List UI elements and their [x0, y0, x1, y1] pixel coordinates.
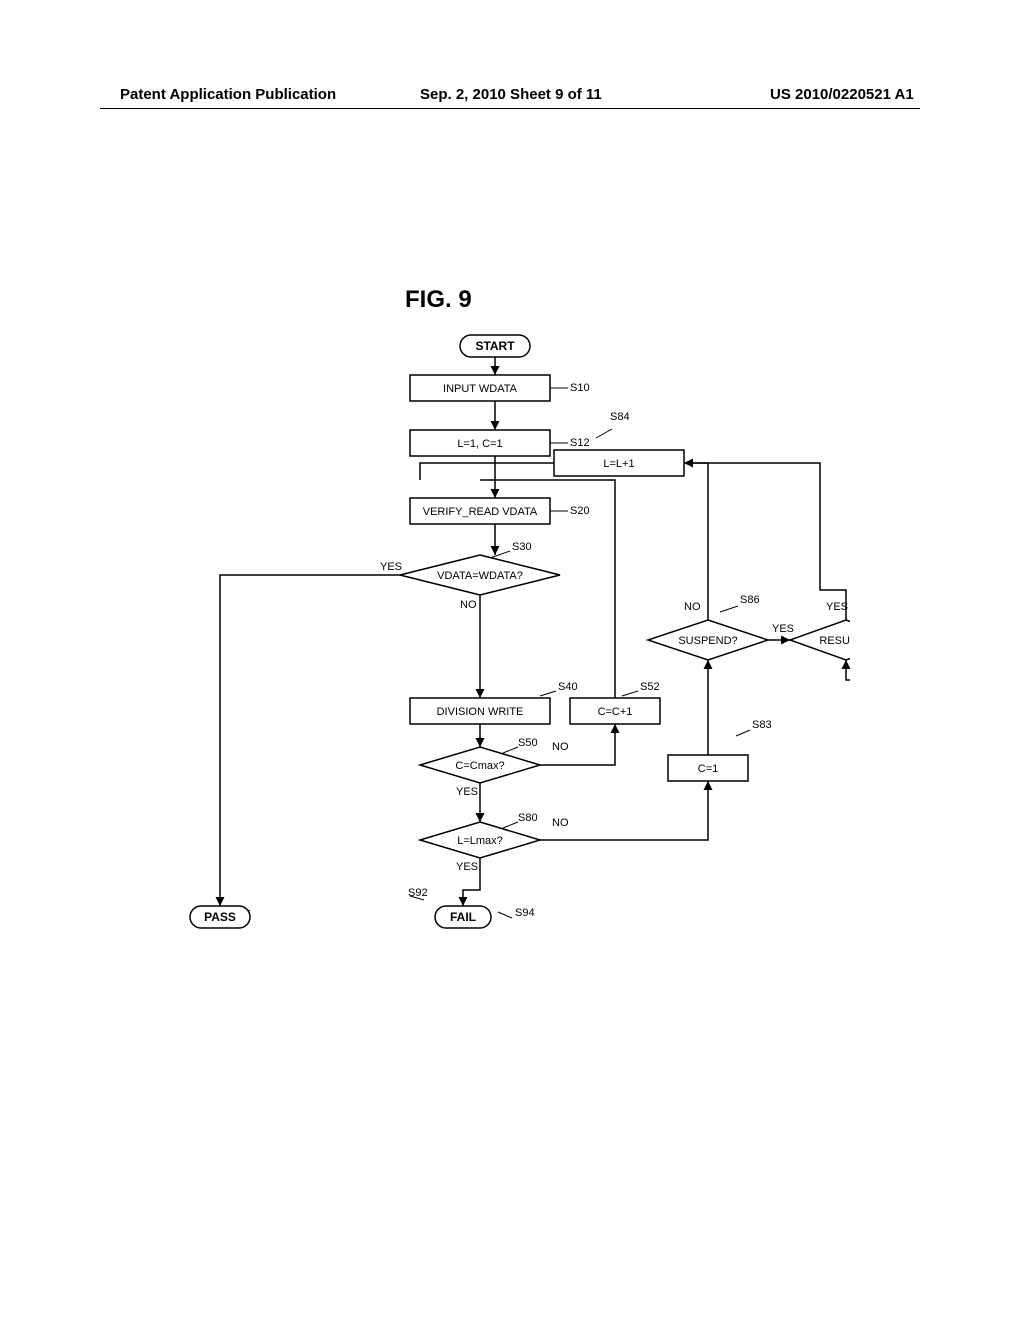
- edge: [420, 463, 554, 480]
- leader-line: [490, 551, 510, 558]
- box-s10-label: INPUT WDATA: [443, 383, 518, 395]
- diamond-s80-label: L=Lmax?: [457, 835, 503, 847]
- header-mid: Sep. 2, 2010 Sheet 9 of 11: [420, 86, 602, 103]
- box-s40-label: DIVISION WRITE: [437, 706, 524, 718]
- header-rule: [100, 108, 920, 109]
- branch-s88_yes: YES: [826, 601, 848, 613]
- box-s12-label: L=1, C=1: [457, 438, 502, 450]
- step-label-s12: S12: [570, 437, 590, 449]
- leader-line: [503, 822, 518, 828]
- branch-s80_yes: YES: [456, 861, 478, 873]
- edge: [540, 781, 708, 840]
- diamond-s30-label: VDATA=WDATA?: [437, 570, 523, 582]
- leader-line: [540, 691, 556, 696]
- box-s20-label: VERIFY_READ VDATA: [423, 506, 538, 518]
- step-label-s52: S52: [640, 681, 660, 693]
- step-label-s94: S94: [515, 907, 535, 919]
- leader-line: [503, 747, 518, 753]
- header-left: Patent Application Publication: [120, 86, 336, 103]
- leader-line: [498, 912, 512, 918]
- branch-s30_no: NO: [460, 599, 477, 611]
- edge: [684, 463, 708, 620]
- box-s83-label: C=1: [698, 763, 719, 775]
- step-label-s83: S83: [752, 719, 772, 731]
- box-s84-label: L=L+1: [603, 458, 634, 470]
- leader-line: [736, 730, 750, 736]
- branch-s50_no: NO: [552, 741, 569, 753]
- step-label-s10: S10: [570, 382, 590, 394]
- diamond-s50-label: C=Cmax?: [455, 760, 504, 772]
- step-label-s40: S40: [558, 681, 578, 693]
- step-label-s92: S92: [408, 887, 428, 899]
- edge: [220, 575, 400, 906]
- leader-line: [596, 429, 612, 438]
- terminal-fail-label: FAIL: [450, 910, 476, 924]
- step-label-s20: S20: [570, 505, 590, 517]
- diamond-s86-label: SUSPEND?: [678, 635, 737, 647]
- leader-line: [720, 606, 738, 612]
- step-label-s80: S80: [518, 812, 538, 824]
- terminal-start-label: START: [475, 339, 515, 353]
- leader-line: [622, 691, 638, 696]
- branch-s30_yes: YES: [380, 561, 402, 573]
- step-label-s86: S86: [740, 594, 760, 606]
- header-right: US 2010/0220521 A1: [770, 86, 914, 103]
- branch-s86_no: NO: [684, 601, 701, 613]
- branch-s80_no: NO: [552, 817, 569, 829]
- flowchart-canvas: START PASS FAIL INPUT WDATA L=1, C=1 L=L+1 VER…: [160, 310, 850, 960]
- terminal-pass-label: PASS: [204, 910, 236, 924]
- branch-s86_yes: YES: [772, 623, 794, 635]
- step-label-s30: S30: [512, 541, 532, 553]
- box-s52-label: C=C+1: [598, 706, 633, 718]
- branch-s50_yes: YES: [456, 786, 478, 798]
- step-label-s84: S84: [610, 411, 630, 423]
- step-label-s50: S50: [518, 737, 538, 749]
- diamond-s88-label: RESUME?: [819, 635, 850, 647]
